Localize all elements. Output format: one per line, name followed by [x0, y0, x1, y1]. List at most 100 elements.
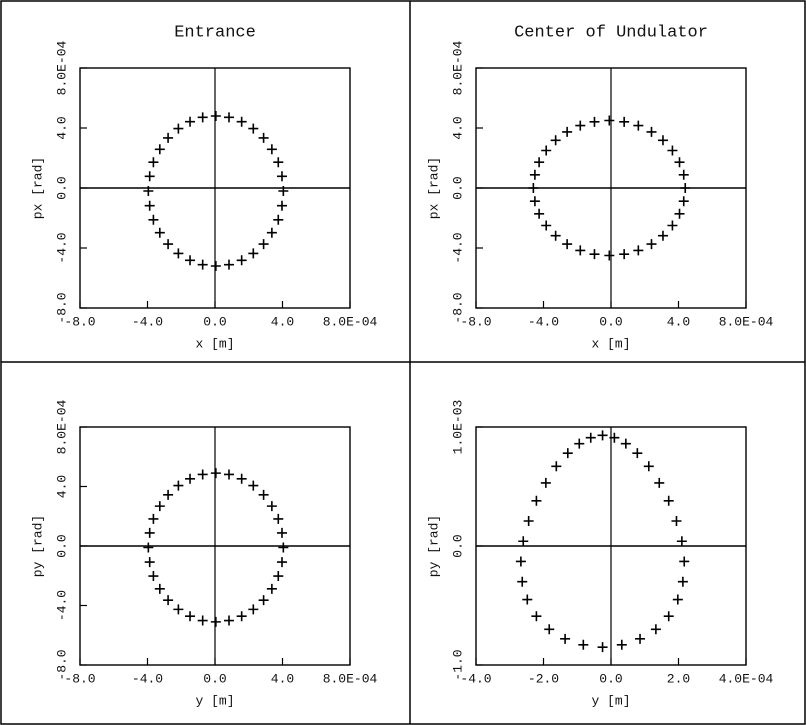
- point: [597, 430, 608, 441]
- point: [143, 542, 154, 553]
- x-axis-label: x [m]: [591, 336, 630, 351]
- point: [273, 157, 284, 168]
- y-tick-label: 4.0: [450, 116, 465, 139]
- point: [604, 115, 615, 126]
- x-axis-label: y [m]: [195, 693, 234, 708]
- point: [632, 448, 643, 459]
- point: [522, 594, 533, 605]
- point: [197, 469, 208, 480]
- point: [266, 144, 277, 155]
- x-tick-label: -2.0: [528, 671, 559, 686]
- x-tick-label: -4.0: [132, 671, 163, 686]
- x-tick-label: -4.0: [460, 671, 491, 686]
- point: [540, 477, 551, 488]
- point: [663, 495, 674, 506]
- point: [529, 169, 540, 180]
- point: [266, 501, 277, 512]
- point: [163, 489, 174, 500]
- point: [144, 200, 155, 211]
- point: [148, 214, 159, 225]
- x-tick-label: 0.0: [203, 671, 226, 686]
- point: [544, 624, 555, 635]
- point: [541, 220, 552, 231]
- y-axis-label: px [rad]: [426, 157, 441, 219]
- point: [278, 186, 289, 196]
- point: [589, 249, 600, 260]
- point: [278, 542, 289, 553]
- point: [224, 469, 235, 480]
- point: [574, 438, 585, 449]
- point: [258, 489, 269, 500]
- chart-title: Center of Undulator: [514, 23, 708, 42]
- x-tick-label: -4.0: [132, 314, 163, 329]
- point: [575, 120, 586, 131]
- y-tick-label: 4.0: [54, 116, 69, 139]
- point: [236, 116, 247, 127]
- point: [550, 135, 561, 146]
- point: [672, 594, 683, 605]
- point: [674, 208, 685, 219]
- point: [236, 611, 247, 622]
- point: [646, 239, 657, 250]
- point: [197, 112, 208, 123]
- point: [680, 183, 691, 193]
- x-tick-label: 8.0E-04: [323, 671, 378, 686]
- point: [276, 171, 287, 182]
- point: [248, 123, 259, 134]
- point: [616, 639, 627, 650]
- point: [679, 556, 690, 567]
- point: [210, 616, 221, 627]
- point: [604, 250, 615, 261]
- point: [518, 536, 529, 547]
- point: [154, 227, 165, 238]
- point: [210, 468, 221, 479]
- point: [515, 556, 526, 567]
- point: [210, 261, 221, 271]
- x-axis-label: y [m]: [591, 693, 630, 708]
- point: [657, 230, 668, 241]
- point: [197, 615, 208, 626]
- point: [276, 200, 287, 211]
- x-tick-label: 4.0E-04: [719, 671, 774, 686]
- x-tick-label: -4.0: [528, 314, 559, 329]
- y-tick-label: 0.0: [54, 176, 69, 199]
- point: [185, 255, 196, 266]
- point: [589, 116, 600, 127]
- point: [236, 473, 247, 484]
- y-tick-label: -4.0: [54, 590, 69, 621]
- point: [144, 557, 155, 568]
- point: [154, 583, 165, 594]
- x-tick-label: 0.0: [599, 671, 622, 686]
- point: [517, 576, 528, 587]
- x-tick-label: 2.0: [667, 671, 690, 686]
- point: [163, 239, 174, 250]
- point: [523, 516, 534, 527]
- point: [163, 132, 174, 143]
- point: [667, 220, 678, 231]
- y-tick-label: -8.0: [54, 649, 69, 680]
- x-tick-label: 0.0: [599, 314, 622, 329]
- point: [562, 448, 573, 459]
- point: [210, 111, 221, 121]
- point: [619, 249, 630, 260]
- y-tick-label: 0.0: [450, 176, 465, 199]
- point: [148, 513, 159, 524]
- point: [619, 116, 630, 127]
- point: [236, 255, 247, 266]
- x-tick-label: 4.0: [667, 314, 690, 329]
- point: [273, 571, 284, 582]
- point: [185, 473, 196, 484]
- point: [173, 480, 184, 491]
- x-tick-label: 4.0: [271, 314, 294, 329]
- x-tick-label: -8.0: [460, 314, 491, 329]
- point: [529, 196, 540, 207]
- point: [258, 595, 269, 606]
- point: [671, 516, 682, 527]
- point: [248, 248, 259, 259]
- x-tick-label: -8.0: [64, 671, 95, 686]
- point: [531, 611, 542, 622]
- x-tick-label: 8.0E-04: [323, 314, 378, 329]
- point: [562, 126, 573, 137]
- point: [185, 116, 196, 127]
